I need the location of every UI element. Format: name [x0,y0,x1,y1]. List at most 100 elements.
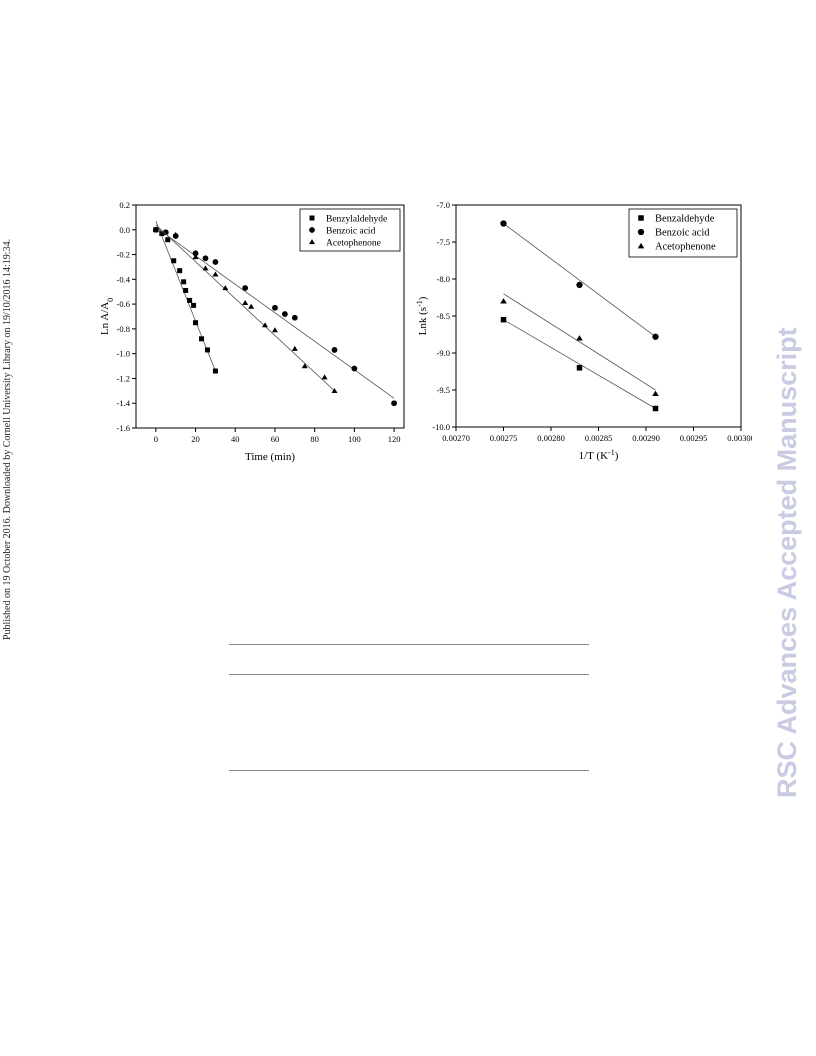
x-tick-label: 0.00270 [442,433,470,443]
y-tick-label: -7.0 [437,200,450,210]
y-tick-label: -1.2 [117,373,130,383]
fit-line [155,226,395,399]
series-acetophenone [500,293,659,397]
legend-label: Acetophenone [326,239,381,249]
table-bottom-rule [229,770,589,771]
data-point [272,304,278,311]
x-tick-label: 100 [348,434,361,444]
legend-box [299,208,401,252]
y-tick-label: -9.5 [437,385,450,395]
x-tick-label: 0.00275 [490,433,518,443]
legend-label: Benzaldehyde [655,214,715,225]
data-point [281,311,288,317]
y-tick-label: -8.5 [437,311,450,321]
y-tick-label: -8.0 [437,274,450,284]
y-tick-label: -9.0 [437,348,450,358]
data-point [291,314,298,321]
legend-marker [309,215,315,221]
publication-note-text: Published on 19 October 2016. Downloaded… [2,238,13,640]
y-tick-label: -7.5 [437,237,450,247]
legend-marker [638,215,644,221]
y-axis-label: Ln A/A0 [99,298,115,335]
data-point [212,259,219,265]
x-axis: 0.00270 0.00275 0.00280 0.00285 0.00290 0.002… [442,427,752,443]
x-tick-label: 0.00300 [727,433,752,443]
legend-label: Benzoic acid [326,227,376,237]
data-point [291,345,298,351]
data-point [331,347,338,353]
data-point [500,316,507,323]
y-tick-label: -10.0 [432,422,450,432]
data-point [191,302,197,308]
data-point [576,335,583,341]
y-tick-label: -0.8 [117,324,130,334]
data-point [204,347,210,353]
y-tick-label: -1.0 [117,349,130,359]
data-point [248,303,255,309]
data-point [652,405,659,412]
x-tick-label: 0.00295 [680,433,708,443]
watermark: RSC Advances Accepted Manuscript [772,327,812,838]
data-point [165,237,171,243]
x-tick-label: 0.00290 [632,433,660,443]
data-point [652,390,659,397]
data-point [177,268,183,274]
data-point [172,231,179,237]
data-point [212,271,219,277]
series-benzoic-acid [500,220,659,340]
data-point [199,336,205,342]
y-tick-label: 0.0 [119,225,130,235]
data-point [576,365,583,371]
x-axis: 0 20 40 60 80 100 120 [154,428,401,444]
legend-marker [309,227,315,233]
y-tick-label: -0.2 [117,250,130,260]
fit-line [155,220,216,372]
x-axis-label: 1/T (K-1) [579,448,619,463]
data-point [351,365,358,372]
y-axis-label: Lnk (s-1) [416,296,429,335]
series-benzoic-acid [152,226,397,407]
x-tick-label: 0.00285 [585,433,613,443]
table-header-rule [229,674,589,675]
y-tick-label: -1.6 [117,423,130,433]
publication-note: Published on 19 October 2016. Downloaded… [2,239,26,664]
y-tick-label: -0.4 [117,274,131,284]
y-tick-label: -1.4 [117,398,131,408]
watermark-text: RSC Advances Accepted Manuscript [772,327,802,798]
legend: Benzaldehyde Benzoic acid Acetophenone [628,208,738,258]
data-point [192,254,199,260]
series-acetophenone [152,224,338,393]
x-axis-label: Time (min) [245,451,295,463]
data-point [271,327,278,333]
y-tick-label: -0.6 [117,299,130,309]
data-point [193,320,199,326]
data-point [391,400,397,407]
series-benzaldehyde [500,316,659,412]
data-point [262,322,269,328]
data-point [242,285,249,291]
legend-marker [637,228,645,236]
fit-line [503,319,656,409]
chart-lnk-vs-inverse-temperature: 0.00270 0.00275 0.00280 0.00285 0.00290 0.002… [416,200,752,463]
data-point [202,265,209,271]
x-tick-label: 0 [154,434,158,444]
x-tick-label: 60 [271,434,280,444]
table-top-rule [229,644,589,645]
data-point [162,229,169,236]
x-tick-label: 40 [231,434,240,444]
x-tick-label: 80 [310,434,319,444]
x-tick-label: 120 [388,434,401,444]
fit-line [155,224,335,392]
y-axis: 0.2 0.0 -0.2 -0.4 -0.6 -0.8 -1.0 -1.2 -1.4 -1.6 [117,200,136,433]
data-point [159,230,165,236]
data-point [222,285,229,291]
data-point [301,363,308,369]
data-point [152,226,159,232]
legend-box [628,208,738,258]
data-point [652,333,659,340]
series-benzylaldehyde [153,220,218,374]
data-point [183,287,189,293]
data-point [500,220,507,227]
legend-label: Benzoic acid [655,228,710,239]
chart-ln-a-vs-time: 0 20 40 60 80 100 120 0.2 0.0 -0.2 -0.4 -0.6 -0.8 -1.… [99,200,405,463]
